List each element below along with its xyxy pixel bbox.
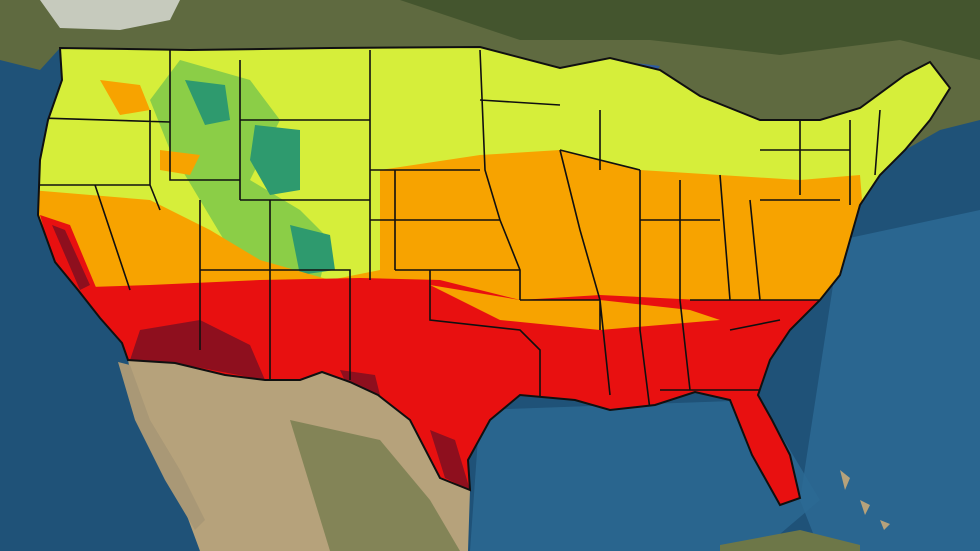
bahamas-islands bbox=[840, 470, 890, 530]
band-warm-nw bbox=[100, 80, 200, 175]
mexico-green bbox=[290, 420, 460, 551]
band-warm-texas-patch bbox=[430, 285, 720, 330]
band-warm-west bbox=[38, 190, 380, 300]
band-warm bbox=[380, 150, 870, 300]
cuba bbox=[720, 530, 860, 551]
canada-green bbox=[400, 0, 980, 60]
band-hottest-ca-valley bbox=[52, 225, 90, 290]
band-hottest-southwest bbox=[130, 320, 470, 490]
ocean-shallow-gulf bbox=[470, 400, 820, 551]
canada-snow bbox=[40, 0, 180, 30]
baja-peninsula bbox=[118, 362, 205, 530]
state-borders bbox=[39, 49, 881, 411]
us-outline bbox=[36, 45, 952, 507]
ocean-shallow-east bbox=[800, 210, 980, 551]
band-coolest-mountains bbox=[185, 80, 335, 275]
